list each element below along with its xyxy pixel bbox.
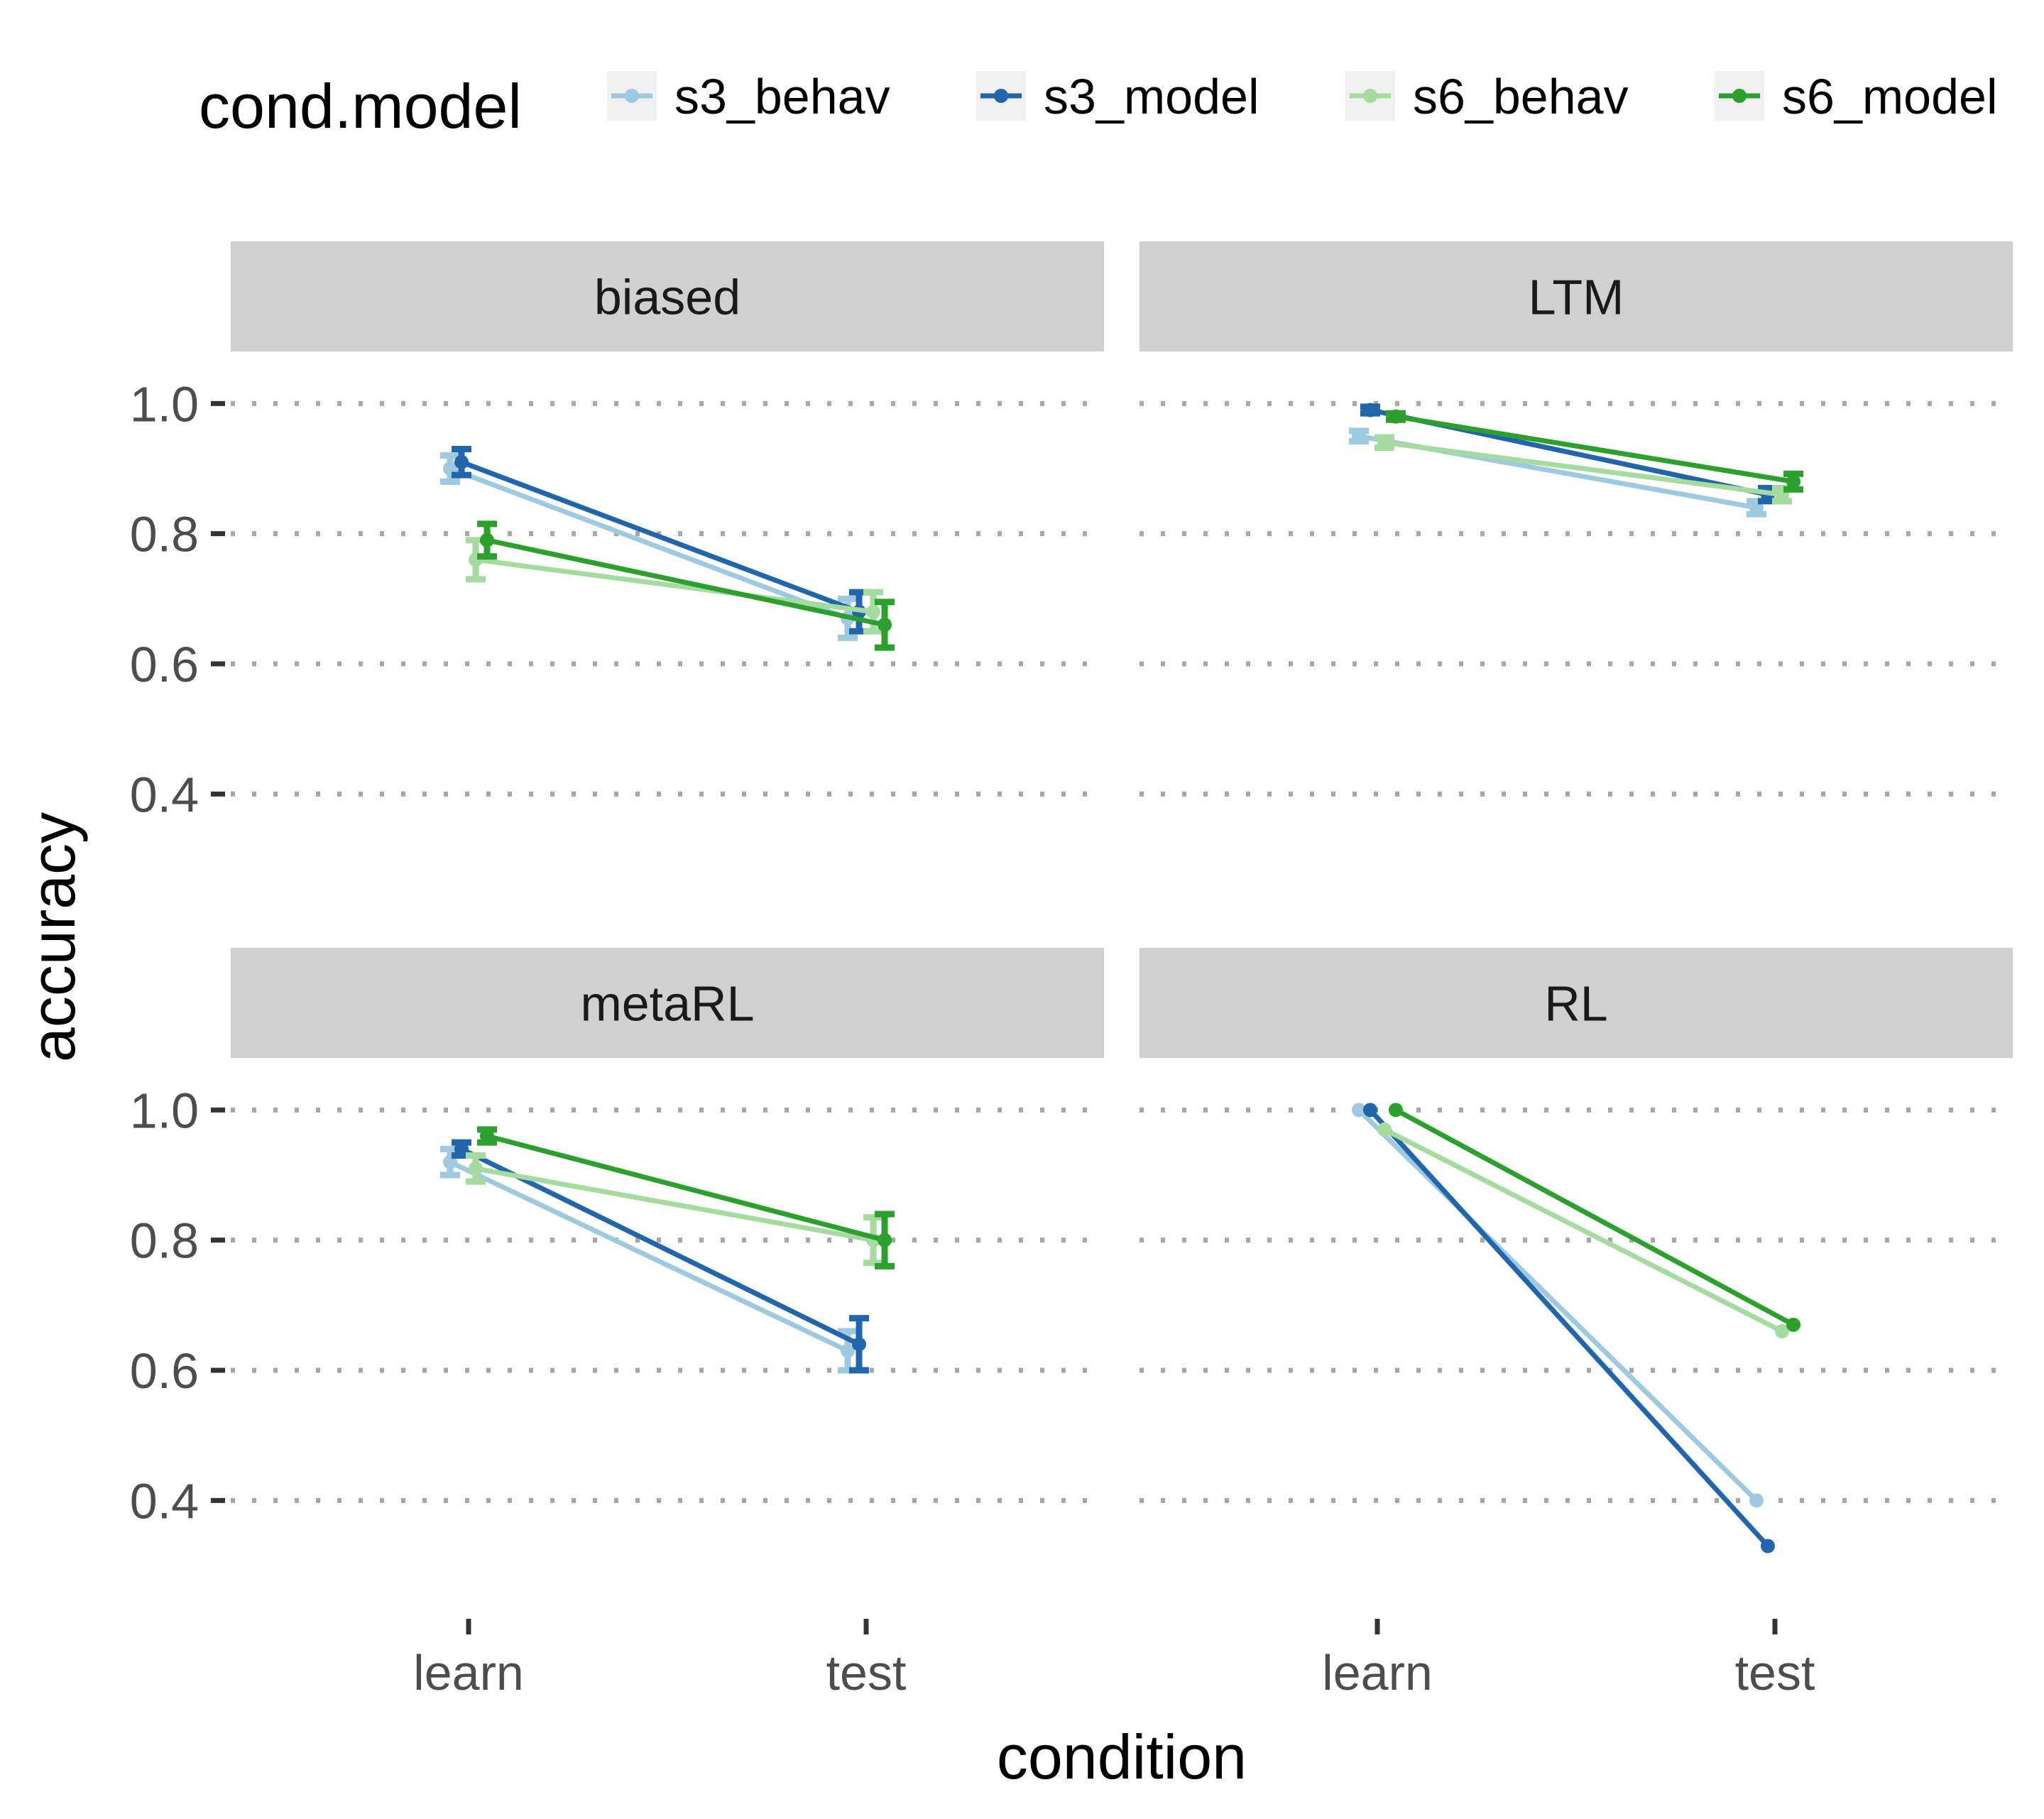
data-point <box>1363 1103 1377 1118</box>
panel-RL: RL <box>1139 948 2013 1553</box>
data-point <box>878 1233 892 1247</box>
legend-entries: s3_behav s3_model s6_behav s6_model <box>607 69 1998 124</box>
data-point <box>841 1343 855 1358</box>
series-s6_behav <box>466 1152 883 1267</box>
series-line <box>486 537 885 628</box>
data-point <box>1363 403 1377 417</box>
series-line <box>449 466 849 621</box>
data-point <box>1389 1103 1403 1118</box>
data-point <box>1761 1539 1775 1553</box>
series-line <box>460 459 860 614</box>
legend-label: s3_behav <box>674 69 890 124</box>
panels: biased 0.4 0.6 0.8 1.0 LTM metaRL 0.4 0.6 0.8 1.0 R… <box>130 241 2013 1553</box>
legend-entry-s6_model: s6_model <box>1715 69 1998 124</box>
series-s6_model <box>477 1126 895 1269</box>
y-tick-label: 0.4 <box>130 767 199 822</box>
panel-title: RL <box>1544 976 1607 1032</box>
panel-strip <box>231 948 1104 1058</box>
x-axes: learn test learn test <box>413 1619 1815 1700</box>
y-tick-label: 0.6 <box>130 1343 199 1399</box>
series-line <box>1368 1108 1770 1548</box>
y-tick-label: 1.0 <box>130 1083 199 1138</box>
data-point <box>1377 1122 1392 1137</box>
legend-key-point <box>625 89 639 103</box>
panel-LTM: LTM <box>1139 241 2013 797</box>
legend-key-point <box>1732 89 1747 103</box>
legend-entry-s6_behav: s6_behav <box>1345 69 1629 124</box>
data-point <box>1352 1103 1366 1118</box>
data-point <box>454 1142 469 1157</box>
series-s6_behav <box>466 537 883 635</box>
series-line <box>449 1159 849 1353</box>
panel-title: biased <box>594 270 740 325</box>
data-point <box>1786 474 1800 489</box>
y-tick-label: 0.8 <box>130 1213 199 1269</box>
data-point <box>1749 1493 1764 1508</box>
x-tick-label: test <box>1735 1645 1815 1700</box>
legend-entry-s3_model: s3_model <box>976 69 1259 124</box>
series-line <box>486 1133 885 1243</box>
data-point <box>480 1129 494 1143</box>
data-point <box>480 532 494 547</box>
series-line <box>1383 1127 1783 1334</box>
series-s6_model <box>477 520 895 651</box>
series-s3_model <box>452 1139 869 1374</box>
series-line <box>1357 1108 1759 1502</box>
data-point <box>1377 435 1392 450</box>
legend-key-point <box>1363 89 1377 103</box>
y-tick-label: 0.4 <box>130 1473 199 1529</box>
series-s3_behav <box>1352 1103 1764 1508</box>
data-point <box>1786 1317 1800 1332</box>
data-point <box>1775 1324 1789 1338</box>
series-line <box>460 1147 860 1347</box>
data-point <box>469 1161 483 1176</box>
legend-entry-s3_behav: s3_behav <box>607 69 890 124</box>
series-line <box>475 557 874 615</box>
panel-strip <box>231 241 1104 351</box>
panel-biased: biased 0.4 0.6 0.8 1.0 <box>130 241 1104 822</box>
y-tick-label: 0.6 <box>130 637 199 692</box>
panel-title: LTM <box>1529 270 1624 325</box>
data-point <box>878 618 892 632</box>
legend-title: cond.model <box>199 71 522 141</box>
panel-metaRL: metaRL 0.4 0.6 0.8 1.0 <box>130 948 1104 1529</box>
data-point <box>1352 429 1366 444</box>
panel-strip <box>1139 241 2013 351</box>
legend-label: s6_model <box>1782 69 1998 124</box>
legend-label: s6_behav <box>1413 69 1629 124</box>
series-line <box>1394 1108 1795 1327</box>
data-point <box>852 1337 866 1352</box>
x-tick-label: test <box>826 1645 907 1700</box>
series-line <box>1395 414 1794 484</box>
legend: cond.model s3_behav s3_model s6_behav s6_mo… <box>199 69 1998 141</box>
series-line <box>475 1166 874 1243</box>
series-s3_behav <box>440 1145 858 1374</box>
legend-label: s3_model <box>1044 69 1259 124</box>
y-tick-label: 0.8 <box>130 507 199 562</box>
x-tick-label: learn <box>1322 1645 1433 1700</box>
data-point <box>866 604 880 619</box>
panel-title: metaRL <box>580 976 754 1032</box>
legend-key-point <box>994 89 1008 103</box>
data-point <box>1389 409 1403 424</box>
y-tick-label: 1.0 <box>130 376 199 432</box>
data-point <box>454 454 469 469</box>
series-s6_model <box>1386 409 1803 493</box>
series-s3_model <box>1363 1103 1775 1553</box>
series-s6_behav <box>1377 1122 1789 1338</box>
series-s6_model <box>1389 1103 1800 1332</box>
series-line <box>1384 439 1783 498</box>
panel-strip <box>1139 948 2013 1058</box>
y-axis-title: accuracy <box>18 812 88 1062</box>
x-axis-title: condition <box>997 1722 1247 1792</box>
x-tick-label: learn <box>413 1645 524 1700</box>
series-s3_behav <box>440 452 858 641</box>
